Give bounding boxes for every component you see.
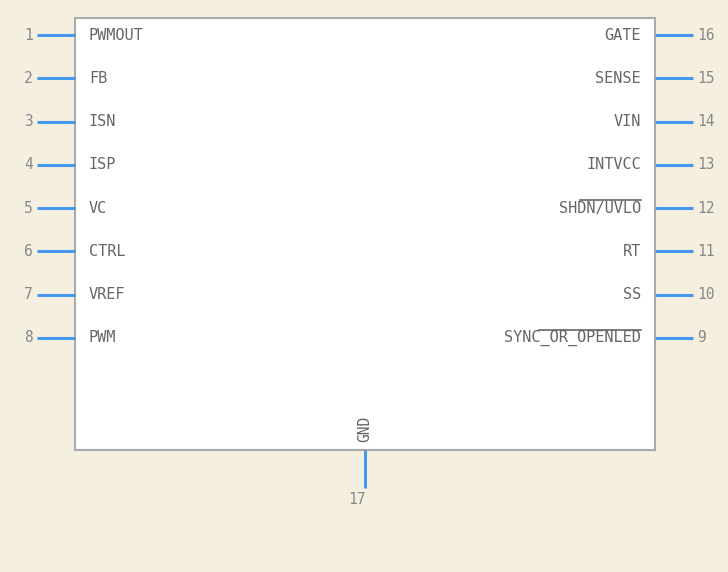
Text: 13: 13: [697, 157, 714, 172]
Text: 9: 9: [697, 331, 705, 345]
Text: 17: 17: [348, 492, 365, 507]
Text: 4: 4: [24, 157, 33, 172]
Bar: [75, 18, 655, 450]
Text: SENSE: SENSE: [596, 71, 641, 86]
Text: ISN: ISN: [89, 114, 116, 129]
Text: 10: 10: [697, 287, 714, 302]
Text: VREF: VREF: [89, 287, 125, 302]
Text: PWM: PWM: [89, 331, 116, 345]
Text: 11: 11: [697, 244, 714, 259]
Text: SS: SS: [622, 287, 641, 302]
Text: 5: 5: [24, 201, 33, 216]
Text: GND: GND: [357, 416, 373, 442]
Text: 2: 2: [24, 71, 33, 86]
Text: FB: FB: [89, 71, 107, 86]
Text: 12: 12: [697, 201, 714, 216]
Text: SYNC_OR_OPENLED: SYNC_OR_OPENLED: [504, 330, 641, 346]
Text: 6: 6: [24, 244, 33, 259]
Text: 14: 14: [697, 114, 714, 129]
Text: VIN: VIN: [614, 114, 641, 129]
Text: PWMOUT: PWMOUT: [89, 27, 143, 42]
Text: 3: 3: [24, 114, 33, 129]
Text: 1: 1: [24, 27, 33, 42]
Text: 16: 16: [697, 27, 714, 42]
Text: 15: 15: [697, 71, 714, 86]
Text: VC: VC: [89, 201, 107, 216]
Text: ISP: ISP: [89, 157, 116, 172]
Text: CTRL: CTRL: [89, 244, 125, 259]
Text: RT: RT: [622, 244, 641, 259]
Text: GATE: GATE: [604, 27, 641, 42]
Text: INTVCC: INTVCC: [586, 157, 641, 172]
Text: 8: 8: [24, 331, 33, 345]
Text: 7: 7: [24, 287, 33, 302]
Text: SHDN/UVLO: SHDN/UVLO: [559, 201, 641, 216]
